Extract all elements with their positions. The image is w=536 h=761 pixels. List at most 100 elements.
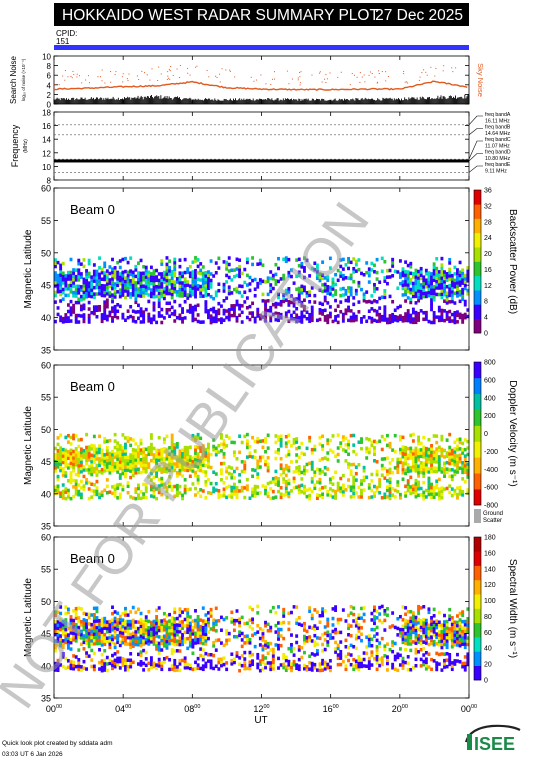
echo-cell	[139, 274, 143, 279]
echo-cell	[191, 641, 195, 646]
echo-cell	[212, 447, 216, 452]
echo-cell	[466, 446, 470, 450]
echo-cell	[284, 298, 288, 302]
echo-cell	[334, 308, 338, 313]
echo-cell	[227, 317, 231, 322]
freq-band-value: 9.11 MHz	[485, 169, 507, 175]
echo-cell	[435, 492, 439, 496]
echo-cell	[126, 481, 130, 485]
echo-cell	[326, 314, 330, 318]
echo-cell	[118, 656, 122, 661]
echo-cell	[201, 457, 205, 461]
echo-cell	[445, 284, 449, 289]
echo-cell	[230, 617, 234, 621]
echo-cell	[251, 617, 255, 621]
echo-cell	[419, 647, 423, 652]
echo-cell	[398, 450, 402, 455]
echo-cell	[157, 285, 161, 289]
echo-cell	[82, 621, 86, 625]
echo-cell	[149, 317, 153, 321]
echo-cell	[74, 274, 78, 279]
echo-cell	[240, 460, 244, 464]
echo-cell	[450, 296, 454, 301]
echo-cell	[144, 291, 148, 296]
colorbar-segment	[474, 218, 481, 234]
echo-cell	[349, 309, 353, 313]
echo-cell	[175, 649, 179, 653]
echo-cell	[126, 260, 130, 265]
echo-cell	[354, 471, 358, 476]
sky-noise-point	[297, 77, 299, 79]
echo-cell	[220, 494, 223, 498]
echo-cell	[188, 284, 192, 288]
echo-cell	[310, 616, 314, 621]
echo-cell	[85, 619, 89, 623]
echo-cell	[277, 637, 280, 641]
echo-cell	[310, 312, 314, 316]
echo-cell	[258, 668, 262, 673]
echo-cell	[129, 466, 133, 470]
echo-cell	[230, 472, 234, 477]
echo-cell	[77, 284, 81, 289]
echo-cell	[186, 283, 190, 287]
echo-cell	[168, 657, 172, 662]
echo-cell	[137, 467, 140, 471]
echo-cell	[347, 484, 350, 489]
sky-noise-point	[85, 79, 87, 81]
echo-cell	[214, 664, 218, 669]
echo-cell	[111, 491, 114, 496]
echo-cell	[147, 446, 151, 450]
echo-cell	[157, 304, 161, 309]
echo-cell	[207, 620, 210, 625]
echo-cell	[411, 439, 415, 443]
echo-cell	[398, 304, 402, 309]
cpid-label: CPID:	[56, 29, 77, 38]
echo-cell	[401, 666, 405, 670]
echo-cell	[124, 668, 127, 672]
echo-cell	[77, 268, 81, 272]
freq-band-name: freq bandC	[485, 137, 511, 143]
echo-cell	[66, 293, 70, 298]
echo-cell	[183, 662, 187, 667]
echo-cell	[144, 650, 148, 655]
echo-cell	[448, 316, 452, 320]
echo-cell	[427, 450, 431, 455]
echo-cell	[56, 277, 60, 281]
echo-cell	[336, 446, 340, 450]
echo-cell	[336, 484, 340, 489]
echo-cell	[305, 446, 309, 451]
sky-noise-point	[451, 67, 453, 69]
echo-cell	[79, 486, 83, 490]
echo-cell	[129, 462, 133, 467]
echo-cell	[411, 320, 415, 325]
y-tick-label: 8	[47, 62, 52, 71]
echo-cell	[108, 438, 112, 443]
echo-cell	[196, 313, 200, 317]
echo-cell	[279, 440, 283, 445]
echo-cell	[173, 649, 177, 653]
echo-cell	[201, 657, 205, 662]
echo-cell	[74, 616, 78, 621]
echo-cell	[435, 447, 439, 451]
echo-cell	[440, 285, 444, 290]
echo-cell	[139, 307, 143, 311]
echo-cell	[92, 450, 96, 455]
echo-cell	[334, 282, 338, 287]
echo-cell	[196, 319, 200, 324]
echo-cell	[152, 304, 156, 309]
y-tick-label: 40	[41, 489, 51, 499]
echo-cell	[313, 486, 317, 491]
echo-cell	[305, 636, 309, 640]
echo-cell	[118, 304, 122, 309]
echo-cell	[64, 624, 68, 629]
echo-cell	[336, 459, 340, 463]
echo-cell	[375, 270, 379, 275]
echo-cell	[269, 318, 273, 323]
echo-cell	[422, 624, 426, 628]
echo-cell	[396, 460, 400, 465]
echo-cell	[111, 485, 114, 489]
echo-cell	[238, 489, 242, 493]
echo-cell	[308, 635, 312, 639]
echo-cell	[204, 664, 208, 669]
echo-cell	[375, 257, 379, 262]
